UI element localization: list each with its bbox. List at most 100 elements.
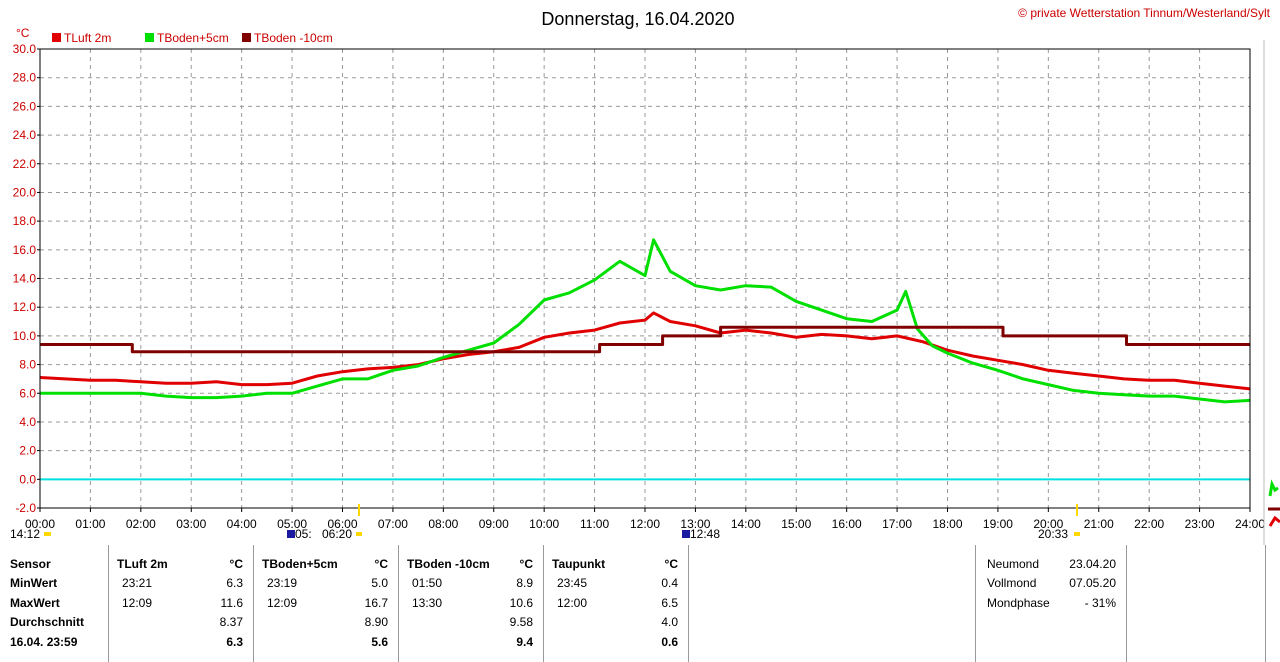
legend-swatch-tluft <box>52 33 61 42</box>
sun-marker-1 <box>356 532 362 536</box>
moon-phase-value: - 31% <box>1084 596 1116 610</box>
taupunkt-unit: °C <box>664 557 678 571</box>
label-avg: Durchschnitt <box>10 615 85 629</box>
x-tick-label-16: 16:00 <box>832 517 862 531</box>
sunrise-time: 14:12 <box>10 527 40 541</box>
x-tick-label-23: 23:00 <box>1185 517 1215 531</box>
astro-time-3: 12:48 <box>690 527 720 541</box>
taupunkt-now: 0.6 <box>661 635 678 649</box>
y-tick-label-15: 0.0 <box>19 472 36 486</box>
astro-time-4: 20:33 <box>1038 527 1068 541</box>
moon-new-value: 23.04.20 <box>1069 557 1116 571</box>
tboden10-max: 10.6 <box>509 596 533 610</box>
legend-swatch-tboden10 <box>242 33 251 42</box>
x-tick-label-4: 04:00 <box>227 517 257 531</box>
sun-moon-markers: 14:12 05: 06:20 12:48 20:33 <box>10 504 1080 541</box>
taupunkt-max: 6.5 <box>661 596 678 610</box>
y-tick-label-7: 16.0 <box>13 243 37 257</box>
y-tick-label-2: 26.0 <box>13 99 37 113</box>
series-line-2 <box>40 325 1250 354</box>
x-tick-label-6: 06:00 <box>327 517 357 531</box>
chart-title: Donnerstag, 16.04.2020 <box>541 9 734 29</box>
station-credit: © private Wetterstation Tinnum/Westerlan… <box>1018 6 1271 20</box>
y-tick-label-9: 12.0 <box>13 300 37 314</box>
y-tick-label-12: 6.0 <box>19 386 36 400</box>
stats-tboden5: TBoden+5cm °C 23:19 5.0 12:09 16.7 8.90 … <box>253 545 399 662</box>
x-tick-label-20: 20:00 <box>1033 517 1063 531</box>
tluft-min: 6.3 <box>226 576 243 590</box>
tluft-max: 11.6 <box>220 596 243 610</box>
x-tick-label-10: 10:00 <box>529 517 559 531</box>
y-tick-label-0: 30.0 <box>13 42 37 56</box>
series-line-1 <box>40 238 1251 404</box>
taupunkt-avg: 4.0 <box>661 615 678 629</box>
tboden10-min: 8.9 <box>516 576 533 590</box>
moon-marker-2 <box>682 530 690 538</box>
y-tick-label-13: 4.0 <box>19 415 36 429</box>
tboden5-max: 16.7 <box>364 596 388 610</box>
legend-label-tluft: TLuft 2m <box>64 31 111 45</box>
data-series <box>39 238 1251 404</box>
y-axis-ticks: 30.0 28.0 26.0 24.0 22.0 20.0 18.0 16.0 14.0 12.0… <box>13 42 40 515</box>
x-tick-label-11: 11:00 <box>580 517 609 531</box>
tboden10-avg: 9.58 <box>509 615 533 629</box>
tluft-min-time: 23:21 <box>122 576 153 590</box>
moon-full-value: 07.05.20 <box>1069 576 1116 590</box>
moon-full-label: Vollmond <box>987 576 1037 590</box>
tluft-avg: 8.37 <box>219 615 243 629</box>
x-tick-label-21: 21:00 <box>1084 517 1114 531</box>
astro-time-2: 06:20 <box>322 527 352 541</box>
y-axis-unit: °C <box>16 26 30 40</box>
x-tick-label-1: 01:00 <box>75 517 105 531</box>
x-tick-label-12: 12:00 <box>630 517 660 531</box>
x-tick-label-19: 19:00 <box>983 517 1013 531</box>
tluft-unit: °C <box>229 557 243 571</box>
tboden5-min-time: 23:19 <box>267 576 298 590</box>
moon-marker-1 <box>287 530 295 538</box>
moon-new-label: Neumond <box>987 557 1040 571</box>
stats-tluft: TLuft 2m °C 23:21 6.3 12:09 11.6 8.37 6.… <box>108 545 254 662</box>
x-tick-label-24: 24:00 <box>1235 517 1265 531</box>
y-tick-label-16: -2.0 <box>15 501 36 515</box>
tboden5-avg: 8.90 <box>364 615 388 629</box>
tboden10-now: 9.4 <box>516 635 533 649</box>
astro-time-1: 05: <box>295 527 312 541</box>
y-tick-label-4: 22.0 <box>13 157 37 171</box>
chart-grid <box>39 48 1251 509</box>
taupunkt-name: Taupunkt <box>552 557 606 571</box>
y-tick-label-1: 28.0 <box>13 71 37 85</box>
legend-swatch-tboden5 <box>145 33 154 42</box>
stats-taupunkt: Taupunkt °C 23:45 0.4 12:00 6.5 4.0 0.6 <box>543 545 689 662</box>
stats-moon: Neumond 23.04.20 Vollmond 07.05.20 Mondp… <box>975 545 1127 662</box>
label-max: MaxWert <box>10 596 60 610</box>
x-tick-label-9: 09:00 <box>479 517 509 531</box>
tboden10-min-time: 01:50 <box>412 576 443 590</box>
x-tick-label-5: 05:00 <box>277 517 307 531</box>
x-tick-label-7: 07:00 <box>378 517 408 531</box>
x-tick-label-13: 13:00 <box>680 517 710 531</box>
x-tick-label-14: 14:00 <box>731 517 761 531</box>
taupunkt-min-time: 23:45 <box>557 576 588 590</box>
x-axis-ticks: 00:00 01:00 02:00 03:00 04:00 05:00 06:00 07:00… <box>25 508 1265 531</box>
tboden5-max-time: 12:09 <box>267 596 298 610</box>
legend-label-tboden10: TBoden -10cm <box>254 31 333 45</box>
x-tick-label-2: 02:00 <box>126 517 156 531</box>
stats-right-edge <box>1265 545 1280 662</box>
right-edge-strip <box>1263 40 1280 545</box>
y-tick-label-3: 24.0 <box>13 128 37 142</box>
tboden5-min: 5.0 <box>371 576 388 590</box>
tboden5-name: TBoden+5cm <box>262 557 338 571</box>
right-strip-green <box>1268 479 1279 497</box>
label-current: 16.04. 23:59 <box>10 635 78 649</box>
x-tick-label-0: 00:00 <box>25 517 55 531</box>
taupunkt-max-time: 12:00 <box>557 596 588 610</box>
tluft-now: 6.3 <box>226 635 243 649</box>
y-tick-label-11: 8.0 <box>19 358 36 372</box>
y-tick-label-6: 18.0 <box>13 214 37 228</box>
taupunkt-min: 0.4 <box>661 576 678 590</box>
right-strip-red <box>1268 515 1280 527</box>
x-tick-label-8: 08:00 <box>428 517 458 531</box>
sun-marker-2 <box>1074 532 1080 536</box>
sunrise-marker <box>44 532 51 536</box>
legend-label-tboden5: TBoden+5cm <box>157 31 229 45</box>
